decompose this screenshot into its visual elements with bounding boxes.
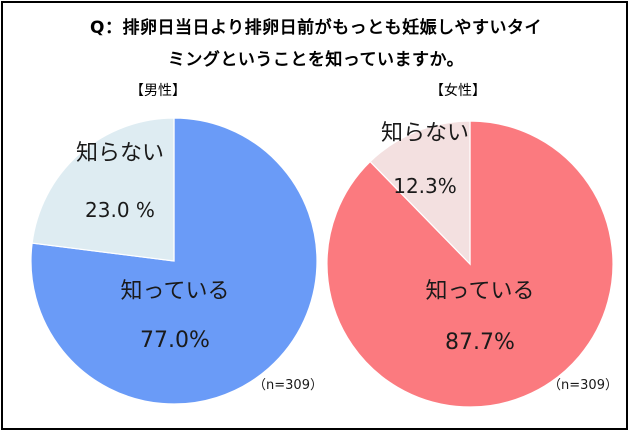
male-slice-label: 知らない (76, 141, 164, 166)
male-sample-size: （n=309） (253, 378, 323, 393)
female-slice-label: 知らない (381, 121, 469, 146)
female-group-label: 【女性】 (430, 83, 486, 99)
male-slice-value: 23.0 % (85, 198, 155, 222)
female-slice-label: 知っている (426, 279, 535, 304)
question-title-line-2: ミングということを知っていますか。 (167, 50, 465, 70)
question-title-line-1: Q：排卵日当日より排卵日前がもっとも妊娠しやすいタイ (90, 18, 542, 38)
female-slice-value: 87.7% (445, 330, 515, 355)
male-slice-known (30, 117, 318, 405)
male-slice-unknown (31, 117, 175, 262)
female-slice-unknown (369, 120, 471, 266)
male-group-label: 【男性】 (130, 83, 186, 99)
female-slice-value: 12.3% (393, 174, 457, 198)
female-sample-size: （n=309） (548, 378, 618, 393)
male-slice-value: 77.0% (140, 328, 210, 353)
male-slice-label: 知っている (121, 279, 230, 304)
